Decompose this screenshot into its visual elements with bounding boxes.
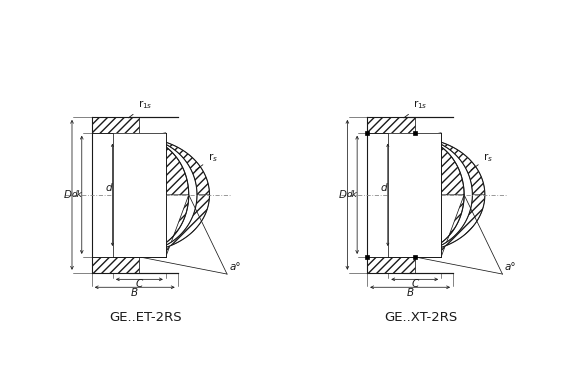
Polygon shape	[139, 195, 189, 257]
Bar	[365, 255, 369, 259]
Bar	[365, 131, 369, 135]
Polygon shape	[367, 117, 415, 133]
Polygon shape	[406, 138, 485, 195]
Text: GE..ET-2RS: GE..ET-2RS	[110, 311, 182, 324]
Text: dk: dk	[347, 190, 358, 199]
Text: r$_s$: r$_s$	[471, 151, 493, 170]
Text: C: C	[411, 279, 418, 289]
Text: a°: a°	[229, 262, 241, 272]
Text: dk: dk	[71, 190, 83, 199]
Text: d: d	[105, 183, 112, 193]
Text: GE..XT-2RS: GE..XT-2RS	[385, 311, 458, 324]
Text: a°: a°	[505, 262, 516, 272]
Polygon shape	[92, 257, 139, 273]
Text: D: D	[64, 190, 71, 200]
Bar	[413, 131, 416, 135]
Text: B: B	[131, 288, 138, 298]
Polygon shape	[139, 133, 189, 195]
Text: r$_{1s}$: r$_{1s}$	[404, 99, 428, 118]
Polygon shape	[92, 117, 139, 133]
Polygon shape	[131, 138, 210, 195]
Bar	[413, 255, 416, 259]
Polygon shape	[406, 195, 485, 252]
Text: d: d	[380, 183, 387, 193]
Bar	[388, 133, 441, 257]
Bar	[113, 133, 166, 257]
Text: r$_{1s}$: r$_{1s}$	[129, 99, 153, 118]
Text: B: B	[406, 288, 414, 298]
Text: D: D	[339, 190, 347, 200]
Polygon shape	[415, 133, 464, 195]
Text: C: C	[135, 279, 143, 289]
Text: r$_s$: r$_s$	[196, 151, 218, 170]
Polygon shape	[367, 257, 415, 273]
Polygon shape	[131, 195, 210, 252]
Polygon shape	[415, 195, 464, 257]
